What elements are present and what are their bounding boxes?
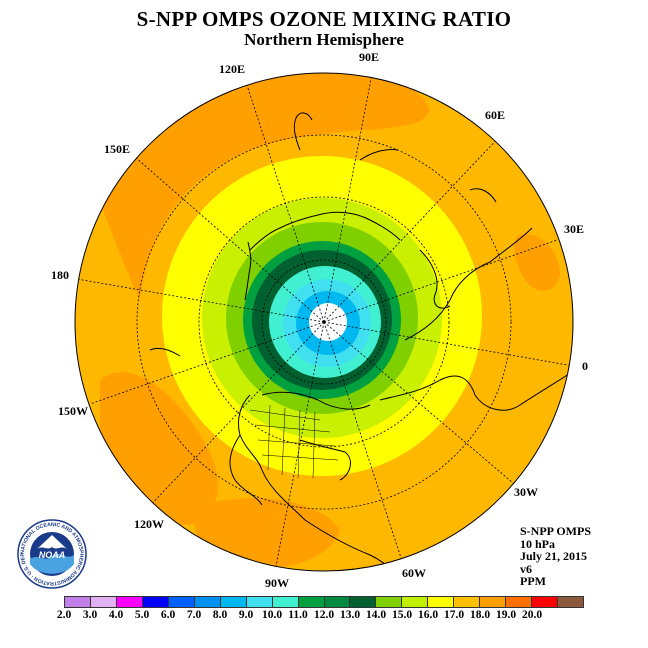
colorbar-tick-label: 10.0 xyxy=(261,609,283,621)
lon-label-150w: 150W xyxy=(58,404,88,418)
map-title: S-NPP OMPS OZONE MIXING RATIO xyxy=(136,7,512,31)
colorbar-tick-label: 19.0 xyxy=(495,609,517,621)
latitude-circles xyxy=(136,134,512,510)
product-info: S-NPP OMPS 10 hPa July 21, 2015 v6 PPM xyxy=(520,525,591,588)
colorbar-ticks: 2.0 3.0 4.0 5.0 6.0 7.0 8.0 9.0 10.0 11.0 12.0 13.0… xyxy=(57,609,584,625)
colorbar-segment xyxy=(116,597,143,607)
coastlines xyxy=(149,112,573,571)
colorbar-tick-label: 11.0 xyxy=(288,609,308,621)
high-ozone-region xyxy=(96,73,430,300)
colorbar-segment xyxy=(194,597,221,607)
us-state-borders xyxy=(249,404,339,479)
colorbar-segment xyxy=(428,597,455,607)
colorbar-tick-label: 6.0 xyxy=(160,609,176,621)
colorbar-segment xyxy=(220,597,247,607)
pole-gap xyxy=(309,303,347,341)
colorbar-segment xyxy=(506,597,533,607)
lon-label-90w: 90W xyxy=(265,576,289,590)
colorbar-segment xyxy=(480,597,507,607)
colorbar-tick-label: 15.0 xyxy=(391,609,413,621)
colorbar-tick-label: 16.0 xyxy=(417,609,439,621)
colorbar-tick-label: 5.0 xyxy=(134,609,150,621)
colorbar-segment xyxy=(324,597,351,607)
colorbar-tick-label: 13.0 xyxy=(339,609,361,621)
logo-text: NOAA xyxy=(39,550,66,560)
colorbar-tick-label: 4.0 xyxy=(108,609,124,621)
colorbar-tick-label: 3.0 xyxy=(82,609,98,621)
map-border xyxy=(74,72,574,572)
info-units: PPM xyxy=(520,574,546,589)
lon-label-120w: 120W xyxy=(134,517,164,531)
info-level: 10 hPa xyxy=(520,536,556,551)
colorbar-segment xyxy=(454,597,481,607)
colorbar-tick-label: 12.0 xyxy=(313,609,335,621)
colorbar-tick-label: 2.0 xyxy=(56,609,72,621)
colorbar-tick-label: 9.0 xyxy=(238,609,254,621)
colorbar-tick-label: 17.0 xyxy=(443,609,465,621)
lon-label-150e: 150E xyxy=(104,142,131,156)
colorbar-segment xyxy=(142,597,169,607)
high-ozone-region xyxy=(514,234,560,291)
lon-label-180: 180 xyxy=(51,268,69,282)
colorbar-tick-label: 8.0 xyxy=(212,609,228,621)
info-version: v6 xyxy=(520,561,532,576)
high-ozone-region xyxy=(195,498,340,569)
lon-label-0: 0 xyxy=(582,359,588,373)
colorbar-segment xyxy=(350,597,377,607)
colorbar-segment xyxy=(402,597,429,607)
colorbar-segment xyxy=(90,597,117,607)
lon-label-60e: 60E xyxy=(485,108,506,122)
colorbar-tick-label: 7.0 xyxy=(186,609,202,621)
colorbar-tick-label: 18.0 xyxy=(469,609,491,621)
colorbar-segment xyxy=(65,597,91,607)
colorbar-segment xyxy=(376,597,403,607)
colorbar-segment xyxy=(558,597,584,607)
colorbar-tick-label: 14.0 xyxy=(365,609,387,621)
info-instrument: S-NPP OMPS xyxy=(520,524,591,538)
lon-label-30e: 30E xyxy=(564,222,585,236)
lon-label-90e: 90E xyxy=(359,50,380,64)
colorbar-segment xyxy=(168,597,195,607)
lon-label-120e: 120E xyxy=(219,62,246,76)
colorbar xyxy=(64,596,584,608)
lon-label-30w: 30W xyxy=(514,485,538,499)
colorbar-segment xyxy=(298,597,325,607)
colorbar-segment xyxy=(532,597,559,607)
map-subtitle: Northern Hemisphere xyxy=(244,30,404,49)
colorbar-tick-label: 20.0 xyxy=(521,609,543,621)
lon-label-60w: 60W xyxy=(402,566,426,580)
noaa-logo-icon: NATIONAL OCEANIC AND ATMOSPHERIC ADMINIS… xyxy=(17,519,87,589)
colorbar-segment xyxy=(246,597,273,607)
meridians xyxy=(76,73,573,567)
info-date: July 21, 2015 xyxy=(520,549,588,564)
colorbar-segment xyxy=(272,597,299,607)
